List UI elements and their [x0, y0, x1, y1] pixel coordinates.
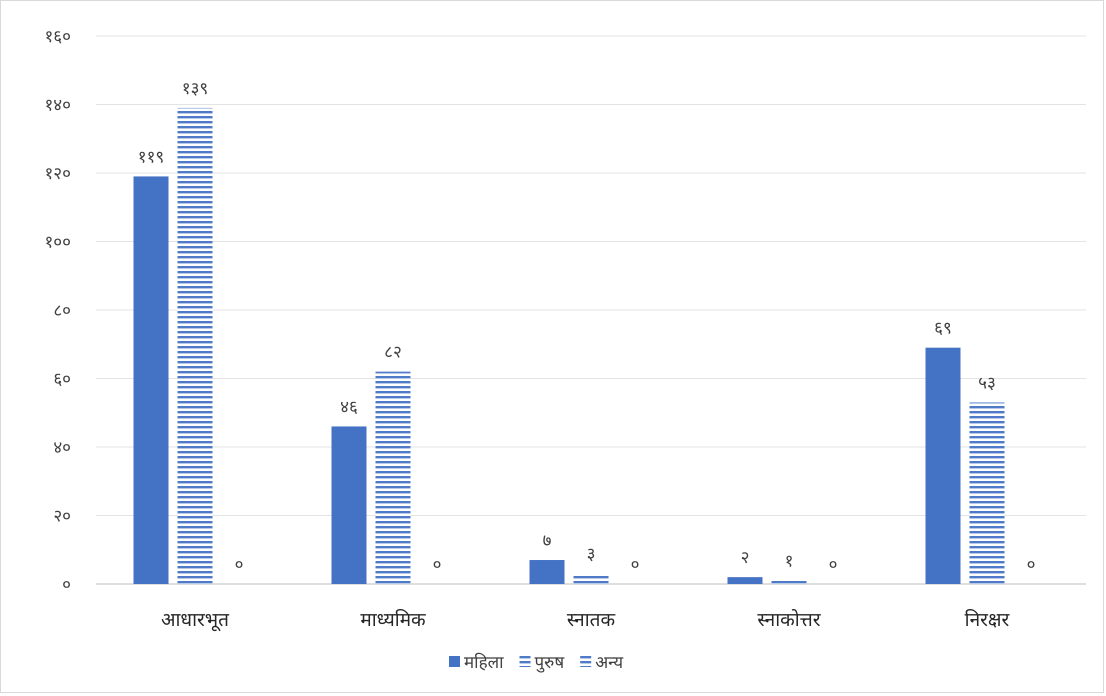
data-label: ८२	[384, 343, 402, 363]
x-category-label: निरक्षर	[965, 608, 1011, 631]
y-tick-label: ८०	[53, 301, 71, 321]
y-tick-label: २०	[53, 507, 71, 527]
legend-swatch	[580, 656, 592, 667]
data-label: ३	[587, 545, 596, 565]
data-label: १	[785, 552, 794, 572]
y-axis-ticks: ० २० ४० ६० ८० १०० १२० १४० १६०	[44, 27, 71, 595]
data-label: ०	[631, 555, 640, 575]
x-category-label: स्नाकोत्तर	[757, 608, 821, 631]
bar	[375, 371, 411, 584]
legend-label: पुरुष	[535, 653, 566, 673]
bar	[573, 573, 609, 584]
bar	[177, 107, 213, 585]
data-label: ५३	[978, 373, 996, 393]
data-label: ०	[1027, 555, 1036, 575]
data-label: ०	[829, 555, 838, 575]
bar	[529, 560, 565, 584]
data-label: ४६	[340, 397, 358, 417]
x-axis-categories: आधारभूत माध्यमिक स्नातक स्नाकोत्तर निरक्षर	[161, 608, 1011, 632]
gridlines	[96, 35, 1086, 585]
bar	[727, 577, 763, 584]
x-category-label: स्नातक	[567, 609, 616, 631]
data-label: २	[741, 548, 750, 568]
legend-label: महिला	[464, 652, 504, 673]
bar	[331, 426, 367, 584]
y-tick-label: १४०	[44, 96, 71, 116]
legend: महिला पुरुष अन्य	[449, 652, 624, 673]
legend-swatch	[449, 656, 460, 667]
legend-label: अन्य	[595, 653, 624, 673]
y-tick-label: ६०	[53, 370, 71, 390]
bars	[133, 107, 1005, 585]
legend-swatch	[519, 656, 531, 667]
bar	[969, 402, 1005, 584]
data-label: १३९	[182, 79, 209, 99]
bar	[133, 176, 169, 585]
bar	[925, 347, 961, 584]
y-tick-label: १००	[44, 233, 71, 253]
y-tick-label: १२०	[44, 164, 71, 184]
x-category-label: आधारभूत	[161, 609, 230, 632]
x-category-label: माध्यमिक	[360, 608, 426, 631]
data-label: ११९	[138, 147, 165, 167]
y-tick-label: ०	[62, 575, 71, 595]
data-label: ७	[543, 531, 552, 551]
data-label: ६९	[934, 319, 952, 339]
data-labels: ११९ १३९ ० ४६ ८२ ० ७ ३ ० २ १ ० ६९ ५३ ०	[138, 79, 1036, 575]
data-label: ०	[235, 555, 244, 575]
y-tick-label: ४०	[53, 438, 71, 458]
bar	[771, 580, 807, 584]
y-tick-label: १६०	[44, 27, 71, 47]
data-label: ०	[433, 555, 442, 575]
